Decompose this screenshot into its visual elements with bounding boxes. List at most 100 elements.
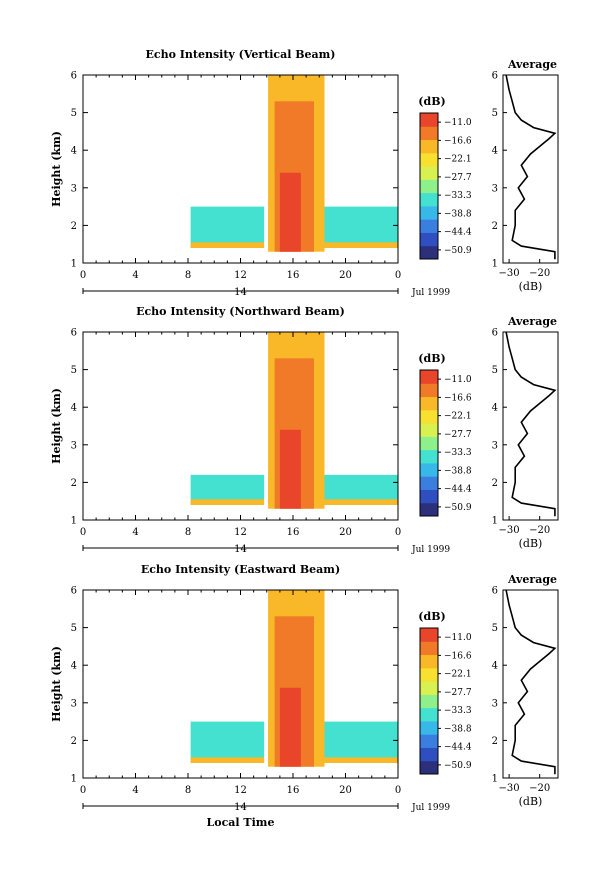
colorbar-segment (420, 502, 438, 517)
x-tick-label: 0 (395, 527, 401, 538)
colorbar-label: −16.6 (444, 393, 472, 403)
heatmap-region (190, 721, 265, 763)
colorbar-segment (420, 179, 438, 194)
y-tick-label: 6 (71, 586, 77, 597)
colorbar-label: −38.8 (444, 466, 472, 476)
y-tick-label: 4 (71, 661, 77, 672)
average-x-tick-label: −20 (529, 525, 550, 536)
colorbar-segment (420, 232, 438, 247)
x-tick-label: 0 (395, 785, 401, 796)
y-tick-label: 3 (71, 440, 77, 451)
y-tick-label: 6 (71, 328, 77, 339)
x-tick-label: 12 (234, 270, 247, 281)
colorbar-segment (420, 628, 438, 642)
colorbar-label: −27.7 (444, 430, 472, 440)
heatmap-region (324, 721, 398, 763)
average-title: Average (507, 315, 557, 328)
colorbar-label: −27.7 (444, 688, 472, 698)
average-y-tick-label: 3 (492, 698, 498, 709)
colorbar-label: −11.0 (444, 375, 472, 385)
colorbar-segment (420, 113, 438, 127)
colorbar-label: −44.4 (444, 485, 472, 495)
colorbar-unit: (dB) (418, 95, 445, 108)
colorbar-segment (420, 694, 438, 709)
average-x-label: (dB) (519, 537, 543, 550)
average-x-tick-label: −20 (529, 268, 550, 279)
y-tick-label: 5 (71, 365, 77, 376)
average-y-tick-label: 2 (492, 736, 498, 747)
colorbar-frame (419, 369, 439, 517)
colorbar-segment (420, 734, 438, 748)
colorbar-segment (420, 396, 438, 411)
heatmap-region (279, 429, 301, 509)
average-y-tick-label: 4 (492, 403, 498, 414)
colorbar-segment (420, 166, 438, 180)
average-y-tick-label: 3 (492, 183, 498, 194)
average-y-tick-label: 5 (492, 108, 498, 119)
x-tick-label: 16 (287, 270, 300, 281)
y-tick-label: 2 (71, 736, 77, 747)
average-x-tick-label: −30 (499, 783, 520, 794)
colorbar-segment (420, 192, 438, 207)
average-y-tick-label: 5 (492, 623, 498, 634)
colorbar-label: −50.9 (444, 761, 472, 771)
average-frame (502, 74, 559, 264)
x-tick-label: 0 (395, 270, 401, 281)
colorbar-segment (420, 436, 438, 451)
heatmap-region (324, 499, 398, 505)
average-x-tick-label: −20 (529, 783, 550, 794)
average-y-tick-label: 6 (492, 586, 498, 597)
panel-1: Echo Intensity (Northward Beam)0 4 8 12 16 20… (50, 305, 559, 555)
date-label: Jul 1999 (411, 288, 450, 298)
colorbar-label: −22.1 (444, 412, 472, 422)
colorbar-label: −27.7 (444, 173, 472, 183)
y-tick-label: 3 (71, 183, 77, 194)
colorbar-label: −16.6 (444, 651, 472, 661)
colorbar-segment (420, 654, 438, 669)
colorbar-segment (420, 667, 438, 682)
date-label: Jul 1999 (411, 545, 450, 555)
colorbar-label: −50.9 (444, 246, 472, 256)
colorbar-unit: (dB) (418, 352, 445, 365)
x-tick-label: 0 (80, 527, 86, 538)
y-axis-label: Height (km) (50, 646, 63, 722)
colorbar-segment (420, 489, 438, 504)
colorbar-segment (420, 720, 438, 735)
colorbar-frame (419, 627, 439, 775)
average-frame (502, 589, 559, 779)
colorbar-label: −33.3 (444, 706, 472, 716)
y-tick-label: 4 (71, 403, 77, 414)
panel-0: Echo Intensity (Vertical Beam)0 4 8 12 16 20 0… (50, 48, 559, 298)
average-y-tick-label: 1 (492, 516, 498, 527)
colorbar-segment (420, 747, 438, 762)
colorbar-segment (420, 681, 438, 695)
colorbar-segment (420, 409, 438, 424)
y-tick-label: 2 (71, 221, 77, 232)
colorbar-label: −22.1 (444, 670, 472, 680)
x-axis-label: Local Time (207, 816, 275, 829)
average-x-label: (dB) (519, 280, 543, 293)
colorbar-segment (420, 383, 438, 398)
average-y-tick-label: 2 (492, 478, 498, 489)
x-tick-label: 8 (185, 527, 191, 538)
y-tick-label: 6 (71, 71, 77, 82)
colorbar-segment (420, 370, 438, 384)
colorbar-unit: (dB) (418, 610, 445, 623)
average-y-tick-label: 4 (492, 661, 498, 672)
average-y-tick-label: 3 (492, 440, 498, 451)
average-y-tick-label: 2 (492, 221, 498, 232)
colorbar-segment (420, 219, 438, 233)
y-tick-label: 1 (71, 259, 77, 270)
x-tick-label: 8 (185, 270, 191, 281)
x-tick-label: 20 (339, 785, 352, 796)
y-tick-label: 3 (71, 698, 77, 709)
x-tick-label: 4 (132, 527, 138, 538)
x-tick-label: 4 (132, 270, 138, 281)
y-tick-label: 1 (71, 516, 77, 527)
y-tick-label: 5 (71, 623, 77, 634)
average-title: Average (507, 573, 557, 586)
x-tick-label: 12 (234, 527, 247, 538)
colorbar-segment (420, 126, 438, 141)
colorbar-segment (420, 760, 438, 775)
